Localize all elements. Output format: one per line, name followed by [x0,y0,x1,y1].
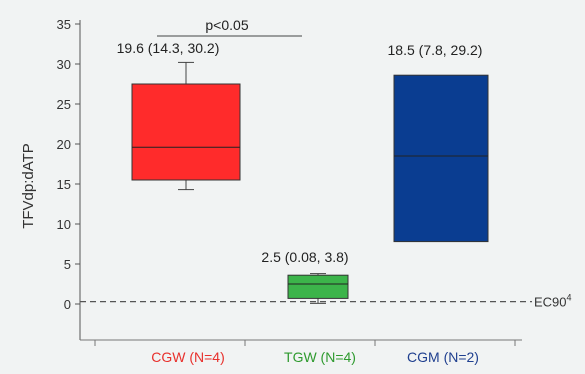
y-tick-label: 0 [64,297,71,312]
y-tick-label: 30 [57,57,71,72]
x-tick-label: CGM (N=2) [407,349,479,365]
y-tick-label: 25 [57,97,71,112]
box-value-label: 2.5 (0.08, 3.8) [261,249,348,265]
y-tick-label: 20 [57,137,71,152]
box-value-label: 18.5 (7.8, 29.2) [388,42,483,58]
y-tick-label: 35 [57,17,71,32]
significance-label: p<0.05 [205,17,248,33]
box [393,74,489,243]
box [131,83,241,181]
box-value-label: 19.6 (14.3, 30.2) [117,40,220,56]
x-tick-label: CGW (N=4) [151,349,225,365]
y-tick-label: 15 [57,177,71,192]
box [287,274,349,299]
y-tick-label: 10 [57,217,71,232]
y-axis-label: TFVdp:dATP [20,143,37,229]
y-tick-label: 5 [64,257,71,272]
reference-line-label: EC904 [534,293,572,310]
x-tick-label: TGW (N=4) [284,349,356,365]
